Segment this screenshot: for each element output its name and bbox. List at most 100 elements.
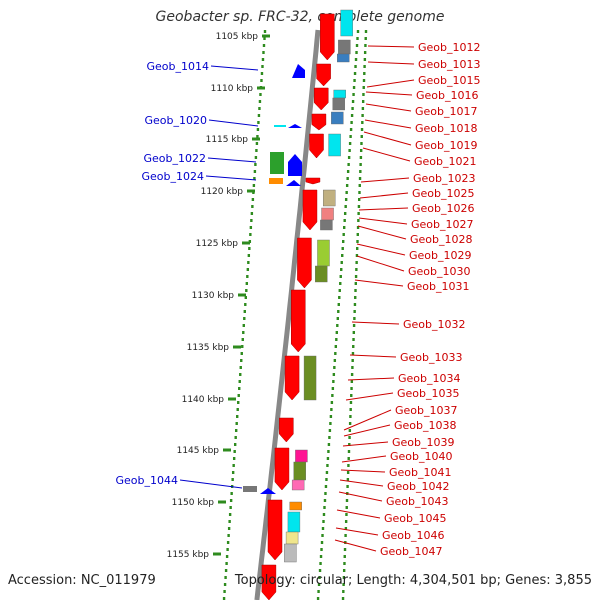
inner-dot-track: [317, 590, 320, 593]
right-dot-track: [357, 198, 361, 201]
gene-label: Geob_1043: [386, 495, 449, 508]
feature-block: [315, 265, 328, 283]
right-dot-track: [362, 93, 365, 96]
left-dot-track: [231, 478, 234, 481]
right-dot-track: [356, 240, 359, 243]
label-leader-line: [358, 207, 409, 211]
gene-label: Geob_1013: [418, 58, 481, 71]
label-leader-line: [356, 243, 406, 256]
inner-dot-track: [337, 303, 340, 306]
inner-dot-track: [318, 576, 321, 579]
reverse-gene-arrow: [260, 488, 276, 494]
inner-dot-track: [342, 233, 345, 236]
right-dot-track: [343, 562, 346, 565]
gene-label: Geob_1024: [142, 170, 205, 183]
right-dot-track: [344, 534, 347, 537]
scale-label: 1150 kbp: [172, 498, 215, 508]
inner-dot-track: [332, 373, 336, 376]
right-dot-track: [346, 485, 349, 488]
gene-label: Geob_1044: [116, 474, 179, 487]
gene-label: Geob_1037: [395, 404, 458, 417]
feature-block: [333, 89, 346, 99]
inner-dot-track: [355, 44, 359, 47]
forward-gene-arrow: [311, 113, 327, 131]
feature-block: [321, 207, 334, 221]
inner-dot-track: [354, 65, 357, 68]
right-dot-track: [348, 443, 351, 446]
inner-dot-track: [355, 51, 358, 54]
left-dot-track: [249, 233, 252, 236]
feature-block: [338, 39, 351, 55]
right-dot-track: [359, 170, 362, 173]
label-leader-line: [362, 147, 411, 162]
right-dot-track: [351, 366, 354, 369]
left-dot-track: [246, 275, 249, 278]
inner-dot-track: [329, 415, 333, 418]
right-dot-track: [359, 149, 363, 152]
forward-gene-arrow: [316, 63, 331, 87]
inner-dot-track: [350, 121, 353, 124]
left-dot-track: [255, 142, 259, 145]
left-dot-track: [262, 51, 265, 54]
right-dot-track: [355, 254, 359, 257]
right-dot-track: [363, 58, 367, 61]
accession-label: Accession: NC_011979: [8, 573, 156, 588]
scale-label: 1130 kbp: [192, 291, 235, 301]
left-dot-track: [245, 282, 249, 285]
left-dot-track: [226, 541, 230, 544]
left-dot-track: [263, 30, 267, 33]
left-dot-track: [250, 219, 253, 222]
label-leader-line: [208, 119, 259, 127]
feature-block: [320, 219, 333, 231]
inner-dot-track: [353, 72, 357, 75]
right-dot-track: [358, 191, 361, 194]
label-leader-line: [179, 479, 243, 489]
scale-tick: [257, 86, 265, 90]
inner-dot-track: [334, 345, 338, 348]
left-dot-track: [251, 205, 254, 208]
inner-dot-track: [341, 254, 344, 257]
inner-dot-track: [319, 555, 323, 558]
forward-gene-arrow: [313, 87, 329, 111]
left-dot-track: [255, 149, 258, 152]
inner-dot-track: [348, 149, 351, 152]
right-dot-track: [342, 569, 346, 572]
label-leader-line: [349, 354, 397, 358]
right-dot-track: [357, 205, 361, 208]
left-dot-track: [227, 534, 230, 537]
right-dot-track: [362, 79, 366, 82]
scale-label: 1120 kbp: [201, 187, 244, 197]
left-dot-track: [259, 93, 262, 96]
left-dot-track: [248, 247, 251, 250]
inner-dot-track: [330, 408, 333, 411]
label-leader-line: [342, 441, 389, 447]
right-dot-track: [361, 121, 364, 124]
left-dot-track: [240, 352, 243, 355]
forward-gene-arrow: [279, 417, 294, 443]
left-dot-track: [242, 324, 245, 327]
gene-label: Geob_1014: [147, 60, 210, 73]
left-dot-track: [224, 576, 227, 579]
gene-label: Geob_1038: [394, 419, 457, 432]
gene-label: Geob_1023: [413, 172, 476, 185]
inner-dot-track: [323, 506, 326, 509]
gene-label: Geob_1035: [397, 387, 460, 400]
forward-gene-arrow: [297, 237, 312, 289]
feature-block: [322, 189, 336, 207]
right-dot-track: [364, 37, 367, 40]
feature-block: [303, 355, 317, 401]
scale-tick: [252, 137, 260, 141]
inner-dot-track: [351, 107, 354, 110]
scale-label: 1110 kbp: [211, 84, 254, 94]
right-dot-track: [352, 338, 355, 341]
left-dot-track: [233, 450, 236, 453]
left-dot-track: [260, 72, 264, 75]
feature-block: [287, 511, 301, 533]
label-leader-line: [343, 424, 391, 437]
gene-label: Geob_1045: [384, 512, 447, 525]
feature-block: [293, 461, 306, 481]
left-dot-track: [253, 170, 257, 173]
right-dot-track: [344, 520, 348, 523]
feature-block: [295, 449, 308, 463]
forward-gene-arrow: [274, 447, 290, 491]
